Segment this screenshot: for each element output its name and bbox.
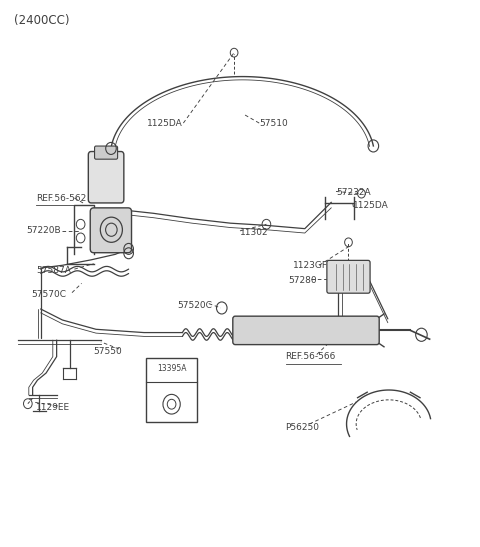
Text: P56250: P56250 [286,423,320,432]
FancyBboxPatch shape [327,260,370,293]
Text: REF.56-566: REF.56-566 [286,352,336,361]
Text: 1125DA: 1125DA [147,119,182,127]
Bar [146,358,197,422]
FancyBboxPatch shape [90,208,132,253]
Text: REF.56-562: REF.56-562 [36,194,86,202]
Text: 57232A: 57232A [336,188,371,197]
Text: 57220B: 57220B [26,226,61,235]
FancyBboxPatch shape [88,152,124,203]
Text: (2400CC): (2400CC) [14,14,70,27]
Text: 13395A: 13395A [157,364,186,373]
Text: 11302: 11302 [240,228,269,237]
Text: 57280: 57280 [288,276,317,285]
FancyBboxPatch shape [233,316,379,345]
Text: 57520C: 57520C [178,301,213,310]
Text: 57570C: 57570C [31,290,66,299]
Text: 57587A: 57587A [36,266,71,275]
Text: 57550: 57550 [94,347,122,356]
Text: 57510: 57510 [259,119,288,127]
Text: 1129EE: 1129EE [36,403,70,412]
Text: 1125DA: 1125DA [353,201,388,210]
FancyBboxPatch shape [95,146,118,159]
Text: 1123GF: 1123GF [293,261,328,270]
